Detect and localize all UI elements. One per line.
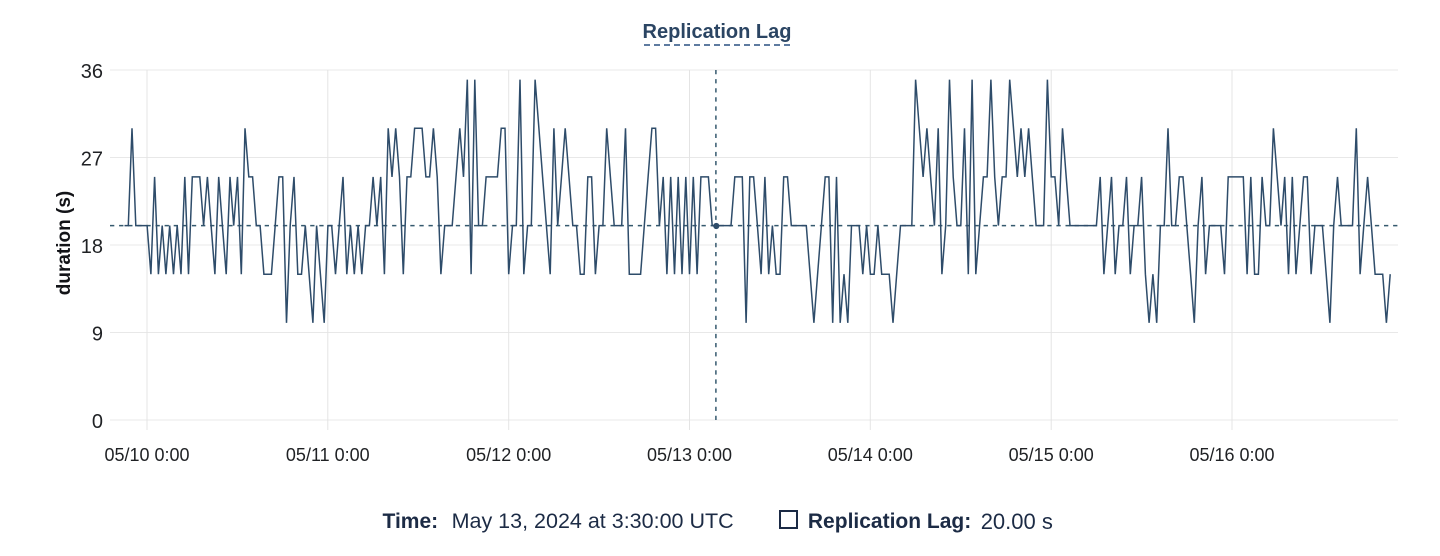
svg-text:27: 27 [81, 149, 103, 171]
svg-text:36: 36 [81, 61, 103, 83]
svg-text:05/14 0:00: 05/14 0:00 [828, 445, 913, 465]
svg-text:05/16 0:00: 05/16 0:00 [1189, 445, 1274, 465]
svg-text:05/13 0:00: 05/13 0:00 [647, 445, 732, 465]
svg-text:duration (s): duration (s) [54, 191, 75, 296]
svg-text:18: 18 [81, 236, 103, 258]
svg-text:05/10 0:00: 05/10 0:00 [104, 445, 189, 465]
svg-text:05/11 0:00: 05/11 0:00 [286, 445, 370, 465]
svg-text:05/15 0:00: 05/15 0:00 [1009, 445, 1094, 465]
svg-text:9: 9 [92, 324, 103, 346]
svg-text:0: 0 [92, 411, 103, 433]
svg-text:05/12 0:00: 05/12 0:00 [466, 445, 551, 465]
